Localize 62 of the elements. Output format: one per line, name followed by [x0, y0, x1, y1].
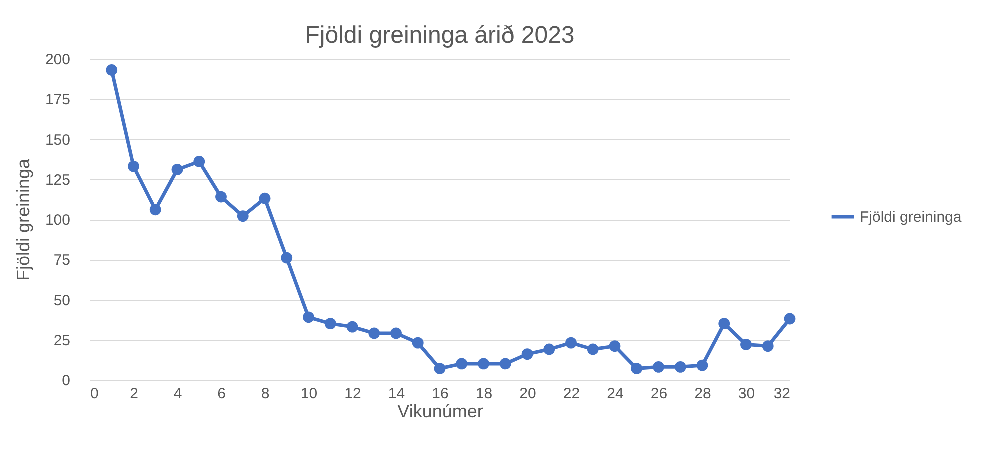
point [281, 252, 293, 264]
point [128, 160, 140, 172]
point [566, 337, 577, 349]
point [653, 361, 664, 373]
x-tick-label: 16 [432, 386, 449, 402]
point [478, 358, 490, 370]
point [740, 339, 752, 350]
x-tick-label: 20 [520, 386, 536, 402]
x-tick-label: 0 [90, 386, 99, 402]
y-axis-title: Fjöldi greininga [13, 158, 34, 282]
point [412, 337, 424, 349]
x-tick-label: 32 [774, 386, 790, 402]
x-tick-label: 2 [130, 386, 138, 402]
x-tick-label: 18 [476, 386, 493, 402]
x-tick-label: 24 [607, 386, 624, 402]
x-tick-label: 26 [650, 386, 668, 402]
y-tick-label: 25 [54, 332, 70, 350]
point [762, 340, 774, 352]
y-tick-label: 200 [45, 52, 70, 68]
y-tick-label: 150 [45, 132, 70, 149]
point [522, 348, 534, 360]
point [106, 64, 118, 76]
x-axis-title: Vikunúmer [398, 402, 484, 422]
point [587, 344, 599, 356]
point [368, 328, 380, 340]
point [500, 358, 512, 370]
x-tick-label: 28 [694, 386, 712, 402]
y-tick-label: 175 [45, 92, 70, 109]
point [718, 318, 730, 330]
x-tick-label: 4 [174, 386, 182, 402]
point [194, 156, 206, 168]
point [631, 363, 643, 374]
chart-title: Fjöldi greininga árið 2023 [305, 22, 575, 49]
y-tick-label: 100 [45, 212, 70, 229]
point [172, 164, 184, 176]
point [346, 321, 358, 333]
point [544, 344, 556, 356]
x-tick-label: 10 [300, 386, 318, 402]
y-tick-label: 75 [54, 252, 70, 270]
legend-label: Fjöldi greininga [860, 209, 962, 226]
point [303, 312, 314, 324]
point [696, 360, 708, 372]
point [784, 313, 796, 325]
x-tick-label: 14 [388, 386, 406, 402]
point [456, 358, 468, 370]
point [216, 191, 227, 203]
point [150, 204, 162, 216]
y-tick-label: 125 [45, 172, 70, 189]
x-tick-label: 8 [261, 386, 270, 402]
x-tick-label: 30 [738, 386, 756, 402]
x-tick-label: 22 [563, 386, 580, 402]
point [434, 363, 446, 374]
y-tick-label: 0 [62, 372, 70, 390]
x-tick-label: 12 [344, 386, 362, 402]
x-tick-label: 6 [218, 386, 226, 402]
point [324, 318, 336, 330]
point [237, 210, 249, 222]
point [259, 192, 271, 204]
point [390, 328, 402, 340]
point [609, 340, 621, 352]
point [674, 361, 686, 373]
y-tick-label: 50 [54, 292, 70, 310]
